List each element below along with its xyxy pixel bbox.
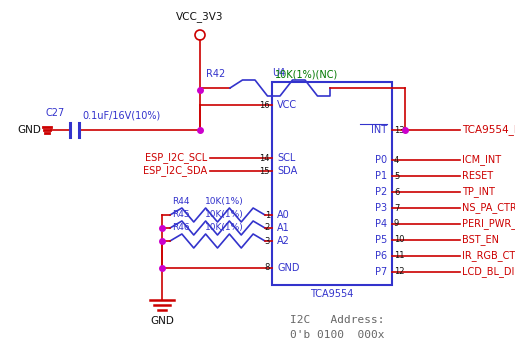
Text: 2: 2 xyxy=(265,223,270,232)
Bar xyxy=(272,82,392,285)
Text: TP_INT: TP_INT xyxy=(462,187,495,197)
Text: P2: P2 xyxy=(375,187,387,197)
Text: GND: GND xyxy=(277,263,300,273)
Text: 15: 15 xyxy=(260,167,270,176)
Text: R46: R46 xyxy=(172,223,190,232)
Text: 10K(1%): 10K(1%) xyxy=(205,223,244,232)
Text: 12: 12 xyxy=(394,268,404,277)
Text: LCD_BL_DIM: LCD_BL_DIM xyxy=(462,266,515,278)
Text: 11: 11 xyxy=(394,252,404,261)
Text: GND: GND xyxy=(150,316,174,326)
Text: 3: 3 xyxy=(265,237,270,245)
Text: R44: R44 xyxy=(172,197,190,206)
Text: R45: R45 xyxy=(172,210,190,219)
Text: SDA: SDA xyxy=(277,166,297,176)
Text: ESP_I2C_SCL: ESP_I2C_SCL xyxy=(145,153,207,163)
Text: GND: GND xyxy=(17,125,41,135)
Text: ESP_I2C_SDA: ESP_I2C_SDA xyxy=(143,166,207,177)
Text: P3: P3 xyxy=(375,203,387,213)
Text: A2: A2 xyxy=(277,236,290,246)
Text: C27: C27 xyxy=(46,108,65,118)
Text: 10K(1%): 10K(1%) xyxy=(205,210,244,219)
Text: ICM_INT: ICM_INT xyxy=(462,154,501,166)
Text: P7: P7 xyxy=(375,267,387,277)
Text: R42: R42 xyxy=(206,69,225,79)
Text: 9: 9 xyxy=(394,220,399,229)
Text: A0: A0 xyxy=(277,210,290,220)
Text: 5: 5 xyxy=(394,171,399,180)
Text: IR_RGB_CTRL: IR_RGB_CTRL xyxy=(462,251,515,261)
Text: VCC_3V3: VCC_3V3 xyxy=(176,11,224,22)
Text: SCL: SCL xyxy=(277,153,296,163)
Text: RESET: RESET xyxy=(462,171,493,181)
Text: P6: P6 xyxy=(375,251,387,261)
Text: TCA9554: TCA9554 xyxy=(311,289,354,299)
Text: 8: 8 xyxy=(265,263,270,272)
Text: 0'b 0100  000x: 0'b 0100 000x xyxy=(290,330,385,340)
Text: P4: P4 xyxy=(375,219,387,229)
Text: 10K(1%): 10K(1%) xyxy=(205,197,244,206)
Text: I2C   Address:: I2C Address: xyxy=(290,315,385,325)
Text: P5: P5 xyxy=(375,235,387,245)
Text: 6: 6 xyxy=(394,187,399,196)
Text: 10K(1%)(NC): 10K(1%)(NC) xyxy=(275,69,338,79)
Text: 13: 13 xyxy=(394,126,405,135)
Text: BST_EN: BST_EN xyxy=(462,235,499,245)
Text: 14: 14 xyxy=(260,153,270,162)
Text: U4: U4 xyxy=(272,68,285,78)
Text: TCA9554_INT_L: TCA9554_INT_L xyxy=(462,125,515,135)
Text: 10: 10 xyxy=(394,236,404,245)
Text: P0: P0 xyxy=(375,155,387,165)
Text: 7: 7 xyxy=(394,203,399,212)
Text: 0.1uF/16V(10%): 0.1uF/16V(10%) xyxy=(82,110,160,120)
Text: 16: 16 xyxy=(260,101,270,110)
Text: P1: P1 xyxy=(375,171,387,181)
Text: NS_PA_CTRL: NS_PA_CTRL xyxy=(462,203,515,213)
Text: PERI_PWR_ON: PERI_PWR_ON xyxy=(462,219,515,229)
Text: A1: A1 xyxy=(277,223,290,233)
Text: 1: 1 xyxy=(265,211,270,220)
Text: INT: INT xyxy=(371,125,387,135)
Text: VCC: VCC xyxy=(277,100,297,110)
Text: 4: 4 xyxy=(394,155,399,164)
